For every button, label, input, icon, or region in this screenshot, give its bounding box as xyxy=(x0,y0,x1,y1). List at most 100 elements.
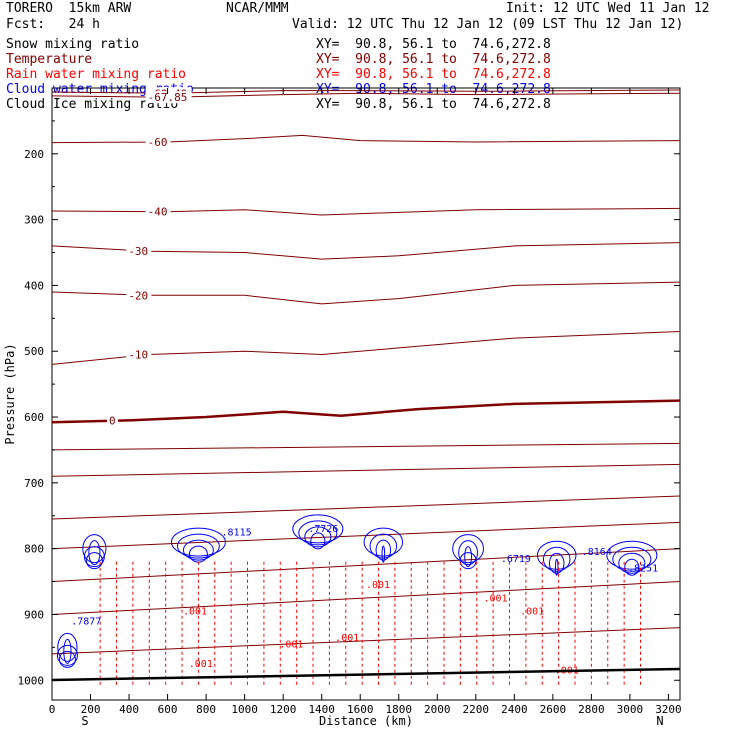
x-tick-label: 1200 xyxy=(270,703,297,716)
isotherm-line xyxy=(51,627,681,655)
cloud-water-label: .7877 xyxy=(71,616,101,627)
isotherm-label: 0 xyxy=(109,414,116,427)
cloud-water-contour xyxy=(458,540,479,566)
cloud-water-contour xyxy=(182,539,214,561)
valid-label: Valid: 12 UTC Thu 12 Jan 12 (09 LST Thu … xyxy=(292,17,684,32)
isotherm-line xyxy=(51,442,681,451)
cloud-water-contour xyxy=(292,514,344,544)
terrain-line xyxy=(51,667,681,682)
x-tick-label: 2000 xyxy=(424,703,451,716)
isotherm-label: -40 xyxy=(148,206,168,219)
cloud-water-contour xyxy=(618,552,646,574)
isotherm-line xyxy=(51,463,681,477)
rain-label: .001 xyxy=(183,606,207,617)
isotherm-label: -60 xyxy=(148,136,168,149)
y-tick-label: 700 xyxy=(24,477,44,490)
cloud-water-contour xyxy=(536,540,577,570)
x-tick-label: 400 xyxy=(119,703,139,716)
legend-xy: XY= 90.8, 56.1 to 74.6,272.8 xyxy=(316,67,551,82)
cloud-water-contour xyxy=(85,552,103,570)
legend-label: Temperature xyxy=(6,52,93,67)
cloud-water-contour xyxy=(176,533,220,559)
init-label: Init: 12 UTC Wed 11 Jan 12 xyxy=(506,1,710,16)
x-tick-label: 3000 xyxy=(617,703,644,716)
legend-xy: XY= 90.8, 56.1 to 74.6,272.8 xyxy=(316,52,551,67)
x-tick-label: 2800 xyxy=(578,703,605,716)
cloud-water-contour xyxy=(548,552,565,574)
isotherm-label-bg xyxy=(126,348,152,361)
axes: 0 200 400 600 800 1000 1200 1400 1600 1800 2000 220… xyxy=(18,88,682,716)
cloud-water-contour xyxy=(363,527,404,557)
x-tick-label: 0 xyxy=(49,703,56,716)
y-tick-label: 600 xyxy=(24,411,44,424)
cloud-water-contour xyxy=(606,540,658,570)
rain-label: .001 xyxy=(366,580,390,591)
plot-frame xyxy=(51,87,681,701)
cloud-water-contour xyxy=(310,532,326,550)
y-tick-label: 800 xyxy=(24,543,44,556)
y-tick-label: 300 xyxy=(24,214,44,227)
source-label: NCAR/MMM xyxy=(226,1,289,16)
cloud-water-contour xyxy=(82,534,107,564)
y-tick-label: 200 xyxy=(24,148,44,161)
x-tick-label: 1800 xyxy=(385,703,412,716)
isotherm-label: -67.85 xyxy=(148,91,188,104)
cloud-water-contour xyxy=(542,546,571,572)
x-tick-label: 3200 xyxy=(655,703,682,716)
cloud-water-contour xyxy=(88,540,101,566)
isotherm-label: -10 xyxy=(128,349,148,362)
y-tick-label: 500 xyxy=(24,345,44,358)
isotherm-line xyxy=(51,548,681,583)
legend-label: Rain water mixing ratio xyxy=(6,67,187,82)
x-axis-label: Distance (km) xyxy=(319,714,413,728)
isotherm-label: -30 xyxy=(128,245,148,258)
y-axis-label: Pressure (hPa) xyxy=(3,343,17,444)
rain-label: .001 xyxy=(279,639,303,650)
isotherm-line xyxy=(51,399,681,424)
cloud-water-contour xyxy=(170,527,226,557)
y-tick-label: 400 xyxy=(24,279,44,292)
cloud-water-label: .8251 xyxy=(628,564,658,575)
x-tick-label: 1400 xyxy=(308,703,335,716)
cloud-water-label: .6719 xyxy=(501,554,531,565)
cloud-water-contour xyxy=(464,546,473,568)
isotherm-label-bg xyxy=(145,205,171,218)
x-tick-label: 800 xyxy=(196,703,216,716)
cloud-water-contour xyxy=(459,552,477,570)
cloud-water-contour xyxy=(554,558,559,576)
cloud-water-contour xyxy=(298,520,338,546)
rain-label: .001 xyxy=(484,593,508,604)
cloud-water-contour xyxy=(83,546,105,568)
rain-label: .001 xyxy=(520,606,544,617)
cloud-water-label: .7726 xyxy=(308,524,338,535)
rain-label: .001 xyxy=(189,659,213,670)
x-tick-label: 1000 xyxy=(231,703,258,716)
cloud-water-contour xyxy=(624,558,640,576)
cloud-water-label: .8115 xyxy=(222,527,252,538)
isotherm-line xyxy=(51,495,681,520)
x-tick-label: 200 xyxy=(81,703,101,716)
cloud-water-contour xyxy=(375,539,392,561)
north-label: N xyxy=(656,714,663,728)
cloud-water-contour xyxy=(304,526,332,548)
y-tick-label: 900 xyxy=(24,608,44,621)
cloud-water-contour xyxy=(57,632,78,662)
cloud-features: .001.001.001.001.001.001.001.001.8115.77… xyxy=(56,514,658,687)
fcst-label: Fcst: 24 h xyxy=(6,17,100,32)
cloud-water-contour xyxy=(56,644,78,666)
x-tick-label: 600 xyxy=(158,703,178,716)
legend-xy: XY= 90.8, 56.1 to 74.6,272.8 xyxy=(316,37,551,52)
isotherm-label-bg xyxy=(145,91,192,104)
south-label: S xyxy=(81,714,88,728)
isotherm-label-bg xyxy=(107,414,119,427)
model-label: TORERO 15km ARW xyxy=(6,1,132,16)
legend-xy: XY= 90.8, 56.1 to 74.6,272.8 xyxy=(316,97,551,112)
cloud-water-contour xyxy=(381,545,386,563)
y-tick-label: 1000 xyxy=(18,674,45,687)
cloud-water-contour xyxy=(63,638,72,664)
x-tick-label: 2200 xyxy=(463,703,490,716)
cloud-water-label: .8164 xyxy=(582,547,612,558)
legend-label: Snow mixing ratio xyxy=(6,37,140,52)
x-tick-label: 2600 xyxy=(540,703,567,716)
